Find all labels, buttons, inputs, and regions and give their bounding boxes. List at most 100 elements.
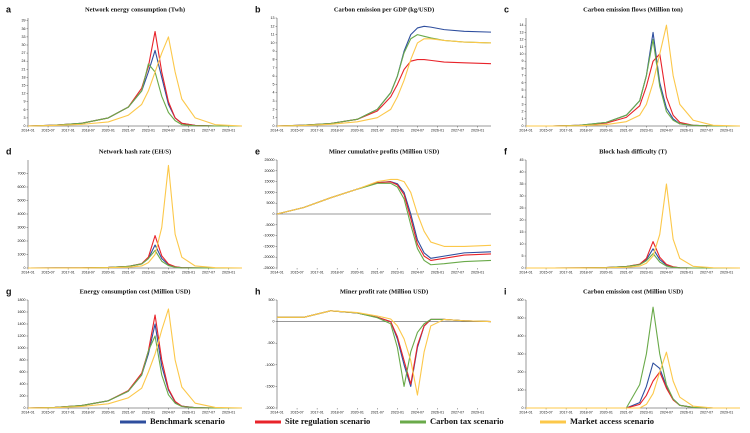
y-tick-label: 300 (518, 352, 524, 356)
y-tick-label: 20 (520, 218, 524, 222)
y-tick-label: 8 (522, 66, 524, 70)
series-line (27, 335, 242, 409)
x-tick-label: 2021-07 (620, 410, 633, 414)
x-tick-label: 2027-07 (700, 270, 713, 274)
y-tick-label: 10 (520, 242, 524, 246)
x-tick-label: 2027-07 (202, 128, 215, 132)
y-tick-label: 24 (22, 59, 26, 63)
y-tick-label: 3 (522, 102, 524, 106)
y-tick-label: 12 (520, 38, 524, 42)
x-tick-label: 2017-01 (311, 410, 324, 414)
x-tick-label: 2020-01 (102, 270, 115, 274)
x-tick-label: 2026-01 (431, 270, 444, 274)
series-line (526, 39, 740, 127)
x-tick-label: 2023-01 (142, 410, 155, 414)
x-tick-label: 2021-07 (620, 128, 633, 132)
x-tick-label: 2026-01 (680, 128, 693, 132)
y-tick-label: 3000 (18, 225, 26, 229)
x-tick-label: 2021-07 (371, 128, 384, 132)
y-tick-label: 4000 (18, 212, 26, 216)
y-tick-label: -25000 (263, 266, 274, 270)
x-tick-label: 2029-01 (720, 128, 733, 132)
x-tick-label: 2015-07 (539, 410, 552, 414)
y-tick-label: 2000 (18, 239, 26, 243)
series-line (277, 310, 492, 387)
y-tick-label: 6000 (18, 185, 26, 189)
chart-title: Miner cumulative profits (Million USD) (329, 148, 439, 155)
panel-label: f (504, 146, 508, 156)
x-tick-label: 2023-01 (640, 128, 653, 132)
y-tick-label: -1000 (265, 363, 274, 367)
series-line (526, 362, 740, 409)
chart-title: Carbon emission flows (Million ton) (583, 6, 683, 13)
y-tick-label: 200 (20, 394, 26, 398)
x-tick-label: 2027-07 (700, 410, 713, 414)
y-tick-label: 25000 (265, 158, 275, 162)
x-tick-label: 2014-01 (519, 270, 532, 274)
x-tick-label: 2023-01 (640, 410, 653, 414)
series-line (276, 182, 492, 266)
x-tick-label: 2017-01 (311, 270, 324, 274)
chart-title: Network energy consumption (Twh) (85, 6, 185, 13)
y-tick-label: 9 (24, 100, 26, 104)
x-tick-label: 2018-07 (580, 270, 593, 274)
x-tick-label: 2026-01 (182, 270, 195, 274)
y-tick-label: 800 (20, 358, 26, 362)
y-tick-label: 2 (273, 107, 275, 111)
x-tick-label: 2018-07 (82, 128, 95, 132)
y-tick-label: 10000 (265, 190, 275, 194)
x-tick-label: 2017-01 (62, 410, 75, 414)
x-tick-label: 2020-01 (351, 270, 364, 274)
y-tick-label: 1600 (18, 310, 26, 314)
series-line (276, 34, 492, 127)
series-line (27, 49, 242, 127)
y-tick-label: 100 (518, 388, 524, 392)
y-tick-label: 1400 (18, 322, 26, 326)
y-tick-label: 15000 (265, 180, 275, 184)
x-tick-label: 2021-07 (122, 128, 135, 132)
y-tick-label: -20000 (263, 255, 274, 259)
panel-label: c (504, 4, 509, 14)
y-tick-label: 4 (522, 95, 524, 99)
x-tick-label: 2027-07 (451, 128, 464, 132)
x-tick-label: 2029-01 (720, 410, 733, 414)
x-tick-label: 2014-01 (270, 270, 283, 274)
y-tick-label: 30 (520, 194, 524, 198)
x-tick-label: 2018-07 (331, 270, 344, 274)
y-tick-label: 5000 (18, 198, 26, 202)
x-tick-label: 2014-01 (519, 410, 532, 414)
series-line (276, 181, 492, 261)
x-tick-label: 2020-01 (600, 270, 613, 274)
series-line (27, 235, 242, 269)
x-tick-label: 2024-07 (162, 410, 175, 414)
series-line (27, 30, 242, 127)
x-tick-label: 2029-01 (222, 410, 235, 414)
x-tick-label: 2020-01 (351, 410, 364, 414)
panel-label: h (255, 286, 261, 296)
x-tick-label: 2027-07 (451, 410, 464, 414)
panel-label: d (6, 146, 12, 156)
y-tick-label: 1 (522, 117, 524, 121)
y-tick-label: 1000 (18, 252, 26, 256)
x-tick-label: 2014-01 (21, 128, 34, 132)
y-tick-label: 45 (520, 158, 524, 162)
series-line (27, 164, 243, 269)
chart-title: Carbon emission per GDP (kg/USD) (334, 6, 434, 13)
y-tick-label: 11 (520, 45, 524, 49)
y-tick-label: -2000 (265, 406, 274, 410)
y-tick-label: 13 (271, 16, 275, 20)
x-tick-label: 2018-07 (82, 270, 95, 274)
y-tick-label: -500 (267, 341, 274, 345)
y-tick-label: 8 (273, 57, 275, 61)
x-tick-label: 2027-07 (202, 270, 215, 274)
x-tick-label: 2024-07 (162, 128, 175, 132)
x-tick-label: 2026-01 (182, 128, 195, 132)
x-tick-label: 2029-01 (471, 128, 484, 132)
y-tick-label: 30 (22, 43, 26, 47)
x-tick-label: 2029-01 (471, 410, 484, 414)
y-tick-label: 5 (522, 254, 524, 258)
x-tick-label: 2015-07 (41, 128, 54, 132)
legend-label: Benchmark scenario (150, 416, 225, 426)
y-tick-label: 5000 (267, 201, 275, 205)
